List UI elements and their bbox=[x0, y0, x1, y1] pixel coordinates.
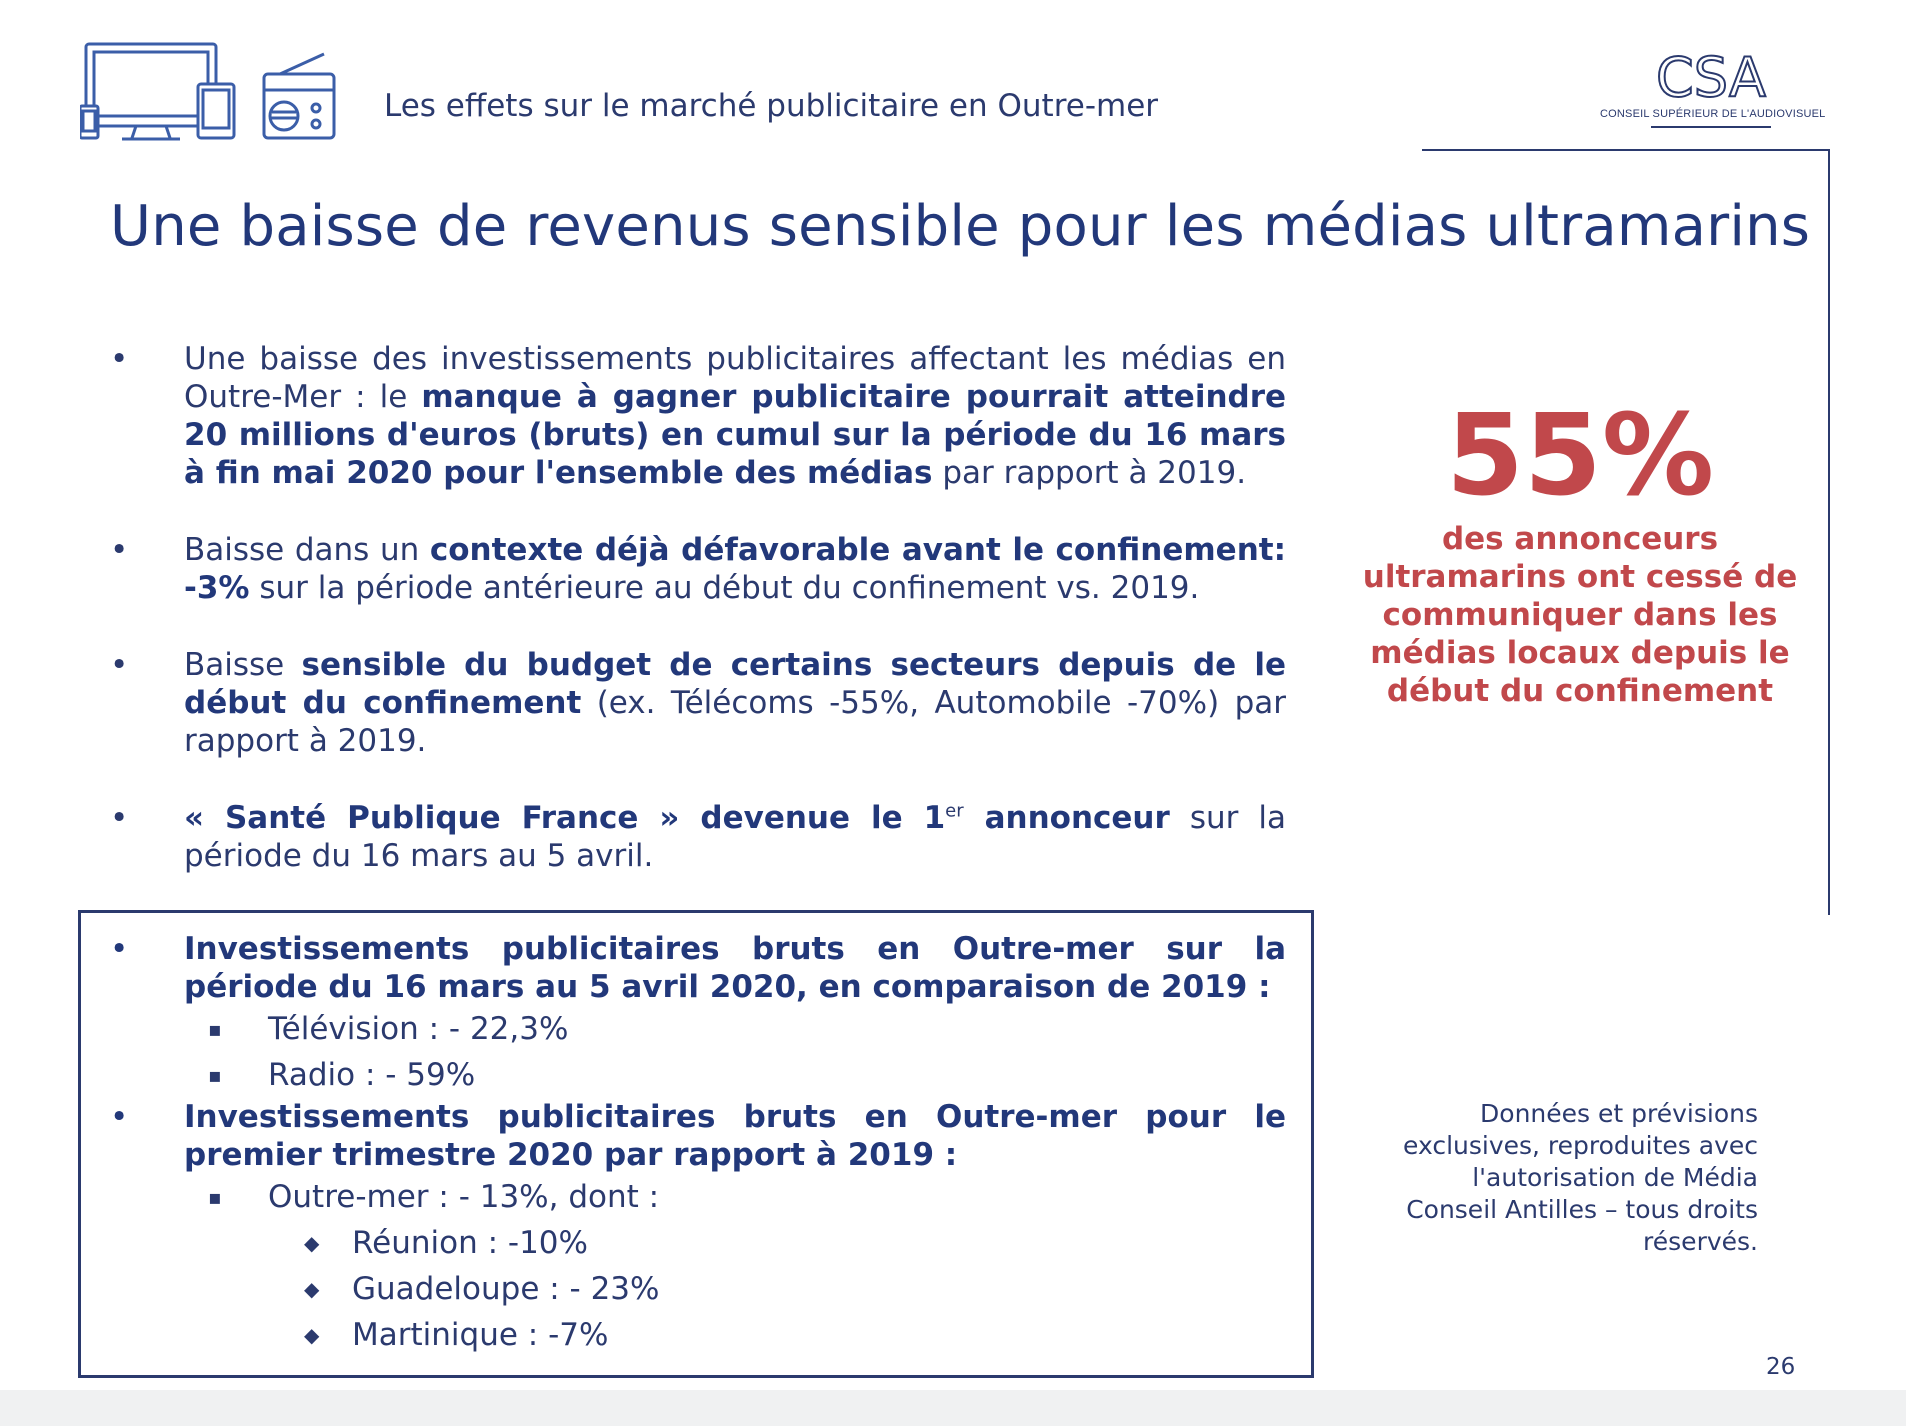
diamond-bullet-icon: ◆ bbox=[304, 1231, 320, 1255]
box-bullet-text: Investissements publicitaires bruts en O… bbox=[184, 1099, 1286, 1173]
sub-sub-item-text: Réunion : -10% bbox=[352, 1225, 588, 1261]
highlight-box-content: • Investissements publicitaires bruts en… bbox=[110, 930, 1286, 1358]
superscript: er bbox=[945, 800, 964, 822]
bullet-text: Baisse dans un bbox=[184, 532, 430, 568]
logo-subtitle: CONSEIL SUPÉRIEUR DE L'AUDIOVISUEL bbox=[1600, 108, 1826, 120]
highlight-box bbox=[78, 910, 1314, 1378]
bullet-bold-text: sensible du budget de certains secteurs … bbox=[184, 647, 1287, 721]
bullet-item: • Baisse dans un contexte déjà défavorab… bbox=[110, 531, 1286, 607]
diamond-bullet-icon: ◆ bbox=[304, 1323, 320, 1347]
frame-top-line bbox=[1422, 149, 1830, 151]
radio-icon bbox=[262, 52, 336, 140]
statistic-caption: des annonceurs ultramarins ont cessé de … bbox=[1362, 521, 1798, 709]
source-note: Données et prévisions exclusives, reprod… bbox=[1403, 1099, 1758, 1256]
sub-item: ▪ Outre-mer : - 13%, dont : bbox=[110, 1174, 1286, 1220]
logo-underline bbox=[1651, 126, 1771, 128]
bullet-marker: • bbox=[110, 800, 129, 836]
bullet-marker: • bbox=[110, 647, 129, 683]
bullet-marker: • bbox=[110, 1099, 129, 1135]
sub-sub-item: ◆ Martinique : -7% bbox=[110, 1312, 1286, 1358]
bullet-text: Une baisse des investissements publicita… bbox=[184, 341, 1286, 415]
media-devices-icon bbox=[78, 40, 340, 148]
sub-sub-item: ◆ Réunion : -10% bbox=[110, 1220, 1286, 1266]
diamond-bullet-icon: ◆ bbox=[304, 1277, 320, 1301]
bullet-text: sur la période du 16 mars au 5 avril. bbox=[184, 800, 1286, 874]
bullet-text: (ex. Télécoms -55%, Automobile -70%) par… bbox=[184, 685, 1286, 759]
statistic-value: 55% bbox=[1445, 391, 1715, 521]
bullet-bold-text: annonceur bbox=[963, 800, 1170, 836]
box-bullet-item: • Investissements publicitaires bruts en… bbox=[110, 930, 1286, 1006]
box-bullet-item: • Investissements publicitaires bruts en… bbox=[110, 1098, 1286, 1174]
square-bullet-icon: ▪ bbox=[208, 1017, 222, 1041]
section-label: Les effets sur le marché publicitaire en… bbox=[384, 88, 1159, 124]
bullet-list: • Une baisse des investissements publici… bbox=[110, 340, 1286, 914]
page-number: 26 bbox=[1766, 1354, 1796, 1380]
bullet-marker: • bbox=[110, 532, 129, 568]
bullet-bold-text: manque à gagner publicitaire pourrait at… bbox=[184, 379, 1287, 491]
square-bullet-icon: ▪ bbox=[208, 1185, 222, 1209]
csa-logo: CSA CONSEIL SUPÉRIEUR DE L'AUDIOVISUEL bbox=[1600, 48, 1826, 128]
bottom-bar bbox=[0, 1390, 1906, 1426]
sub-sub-item-text: Guadeloupe : - 23% bbox=[352, 1271, 660, 1307]
bullet-text: Baisse bbox=[184, 647, 302, 683]
phone-icon bbox=[78, 104, 100, 140]
key-statistic: 55% des annonceurs ultramarins ont cessé… bbox=[1350, 400, 1810, 710]
bullet-bold-text: contexte déjà défavorable avant le confi… bbox=[184, 532, 1286, 606]
sub-item-text: Outre-mer : - 13%, dont : bbox=[268, 1179, 660, 1215]
sub-item: ▪ Radio : - 59% bbox=[110, 1052, 1286, 1098]
tablet-icon bbox=[196, 82, 236, 140]
page-title: Une baisse de revenus sensible pour les … bbox=[110, 194, 1811, 259]
csa-logo-mark: CSA bbox=[1655, 48, 1767, 104]
sub-sub-item-text: Martinique : -7% bbox=[352, 1317, 609, 1353]
sub-sub-item: ◆ Guadeloupe : - 23% bbox=[110, 1266, 1286, 1312]
sub-item-text: Radio : - 59% bbox=[268, 1057, 476, 1093]
bullet-item: • « Santé Publique France » devenue le 1… bbox=[110, 799, 1286, 875]
bullet-bold-text: « Santé Publique France » devenue le 1 bbox=[184, 800, 946, 836]
bullet-item: • Une baisse des investissements publici… bbox=[110, 340, 1286, 492]
square-bullet-icon: ▪ bbox=[208, 1063, 222, 1087]
sub-item: ▪ Télévision : - 22,3% bbox=[110, 1006, 1286, 1052]
bullet-item: • Baisse sensible du budget de certains … bbox=[110, 646, 1286, 760]
bullet-text: sur la période antérieure au début du co… bbox=[249, 570, 1200, 606]
box-bullet-text: Investissements publicitaires bruts en O… bbox=[184, 931, 1286, 1005]
sub-item-text: Télévision : - 22,3% bbox=[268, 1011, 569, 1047]
frame-right-line bbox=[1828, 149, 1830, 915]
bullet-text: par rapport à 2019. bbox=[932, 455, 1247, 491]
bullet-marker: • bbox=[110, 931, 129, 967]
logo-text: CSA bbox=[1656, 48, 1766, 104]
bullet-marker: • bbox=[110, 341, 129, 377]
